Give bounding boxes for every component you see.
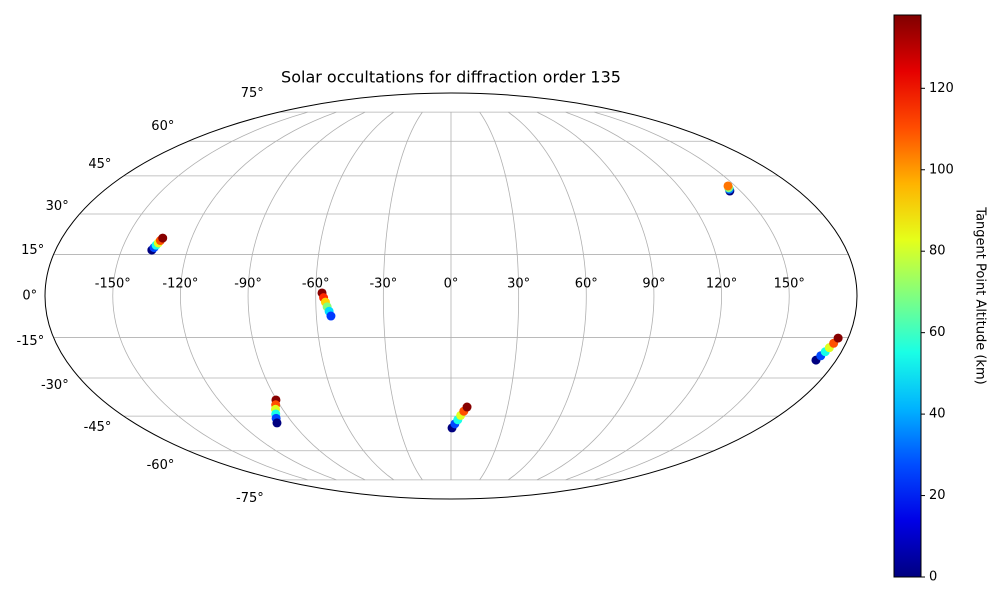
colorbar-tick-label: 0	[929, 570, 937, 585]
x-tick-label: 60°	[575, 277, 598, 292]
meridian-grid-line	[594, 111, 790, 481]
y-tick-label: 45°	[88, 157, 111, 172]
occultation-point	[272, 418, 282, 428]
x-tick-label: 30°	[507, 277, 530, 292]
x-tick-label: -60°	[302, 277, 330, 292]
y-tick-label: 15°	[21, 243, 44, 258]
colorbar-tick-label: 80	[929, 244, 946, 259]
y-tick-label: 0°	[22, 289, 37, 304]
y-tick-label: 60°	[151, 119, 174, 134]
y-tick-label: 75°	[241, 86, 264, 101]
meridian-grid-line	[536, 111, 655, 481]
meridian-grid-line	[112, 111, 308, 481]
y-tick-label: -45°	[84, 420, 112, 435]
meridian-grid-line	[247, 111, 366, 481]
meridian-grid-line	[479, 111, 520, 481]
x-tick-label: -120°	[162, 277, 198, 292]
y-tick-label: -15°	[16, 334, 44, 349]
x-tick-label: 150°	[774, 277, 805, 292]
colorbar-tick-label: 100	[929, 162, 954, 177]
x-tick-label: -150°	[95, 277, 131, 292]
colorbar-tick-label: 40	[929, 407, 946, 422]
occultation-point	[326, 311, 336, 321]
colorbar-label: Tangent Point Altitude (km)	[973, 206, 988, 384]
y-tick-label: -30°	[41, 378, 69, 393]
colorbar-tick-label: 20	[929, 488, 946, 503]
chart-title: Solar occultations for diffraction order…	[281, 68, 621, 87]
meridian-grid-line	[180, 111, 337, 481]
meridian-grid-line	[315, 111, 394, 481]
map-boundary	[44, 92, 858, 500]
meridian-grid-line	[565, 111, 722, 481]
points	[147, 181, 843, 433]
y-tick-label: 30°	[46, 199, 69, 214]
occultation-point	[833, 333, 843, 343]
y-tick-label: -75°	[236, 491, 264, 506]
x-tick-label: -90°	[234, 277, 262, 292]
meridian-grid-line	[508, 111, 587, 481]
x-tick-label: 90°	[642, 277, 665, 292]
x-tick-label: -30°	[369, 277, 397, 292]
occultation-point	[462, 402, 472, 412]
x-tick-label: 120°	[706, 277, 737, 292]
occultation-point	[723, 181, 733, 191]
x-tick-label: 0°	[444, 277, 459, 292]
colorbar-tick-label: 60	[929, 325, 946, 340]
colorbar-tick-label: 120	[929, 81, 954, 96]
meridian-grid-line	[382, 111, 423, 481]
y-tick-label: -60°	[147, 458, 175, 473]
colorbar	[893, 14, 922, 578]
occultation-point	[158, 233, 168, 243]
